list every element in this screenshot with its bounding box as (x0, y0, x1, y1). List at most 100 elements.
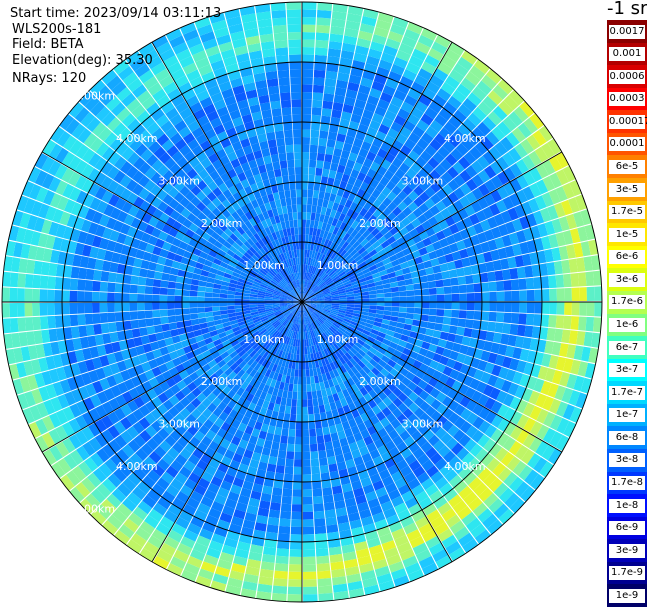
range-gate-cell (268, 509, 281, 519)
range-gate-cell (108, 272, 117, 283)
range-gate-cell (288, 345, 293, 354)
range-gate-cell (291, 315, 296, 323)
range-gate-cell (300, 331, 302, 340)
range-gate-cell (432, 240, 442, 251)
range-gate-cell (487, 111, 502, 126)
range-gate-cell (275, 555, 289, 565)
range-gate-cell (379, 253, 389, 261)
range-gate-cell (182, 503, 197, 516)
range-gate-cell (282, 488, 293, 497)
range-gate-cell (176, 491, 190, 504)
range-gate-cell (302, 227, 306, 235)
range-gate-cell (486, 68, 502, 84)
range-gate-cell (340, 149, 351, 160)
range-gate-cell (383, 350, 393, 359)
range-gate-cell (541, 192, 554, 208)
range-gate-cell (333, 590, 349, 601)
range-gate-cell (558, 216, 570, 232)
range-gate-cell (360, 332, 369, 340)
range-gate-cell (315, 351, 321, 360)
range-gate-cell (369, 305, 377, 310)
range-gate-cell (321, 168, 330, 178)
range-gate-cell (269, 146, 278, 156)
range-gate-cell (333, 264, 341, 272)
range-gate-cell (316, 228, 322, 237)
range-gate-cell (564, 302, 572, 316)
range-gate-cell (116, 448, 130, 463)
range-gate-cell (291, 197, 297, 206)
range-gate-cell (302, 287, 305, 295)
range-gate-cell (353, 232, 362, 241)
range-gate-cell (399, 302, 407, 308)
range-label: 5.00km (74, 90, 116, 103)
range-gate-cell (298, 324, 301, 332)
range-gate-cell (397, 317, 406, 324)
range-gate-cell (316, 306, 324, 310)
range-gate-cell (347, 580, 363, 591)
range-gate-cell (314, 175, 322, 184)
range-gate-cell (306, 316, 311, 324)
range-gate-cell (166, 484, 180, 497)
range-gate-cell (159, 302, 168, 310)
range-gate-cell (313, 77, 325, 86)
range-gate-cell (306, 376, 311, 385)
range-gate-cell (326, 279, 334, 286)
range-gate-cell (408, 391, 419, 402)
range-gate-cell (205, 287, 214, 293)
colorbar-label: 3e-7 (609, 363, 645, 378)
range-gate-cell (375, 182, 386, 193)
range-gate-cell (502, 323, 511, 335)
range-gate-cell (350, 168, 360, 179)
range-gate-cell (292, 496, 302, 505)
range-gate-cell (358, 445, 370, 456)
range-gate-cell (369, 302, 377, 306)
range-gate-cell (423, 334, 433, 344)
range-gate-cell (274, 472, 284, 482)
range-gate-cell (430, 193, 442, 205)
range-gate-cell (214, 417, 225, 428)
range-gate-cell (473, 348, 484, 360)
range-gate-cell (161, 323, 170, 332)
range-gate-cell (298, 309, 301, 317)
range-gate-cell (214, 368, 224, 378)
range-gate-cell (470, 200, 483, 213)
colorbar-label: 3e-5 (609, 182, 645, 197)
range-gate-cell (383, 287, 392, 294)
range-gate-cell (405, 312, 414, 320)
range-gate-cell (434, 132, 447, 146)
range-gate-cell (378, 469, 391, 480)
range-gate-cell (351, 220, 360, 229)
range-gate-cell (266, 78, 279, 88)
range-gate-cell (478, 420, 491, 434)
range-gate-cell (452, 500, 468, 514)
range-gate-cell (102, 520, 118, 536)
range-gate-cell (395, 221, 405, 232)
range-gate-cell (494, 270, 504, 281)
range-gate-cell (436, 287, 445, 295)
range-gate-cell (415, 156, 427, 168)
range-label: 3.00km (402, 174, 444, 187)
range-gate-cell (274, 356, 281, 366)
range-gate-cell (522, 402, 535, 417)
range-gate-cell (196, 441, 209, 453)
range-gate-cell (422, 529, 437, 543)
range-gate-cell (503, 167, 516, 182)
range-gate-cell (305, 279, 308, 288)
range-gate-cell (435, 391, 447, 403)
range-gate-cell (493, 503, 509, 519)
range-gate-cell (400, 261, 409, 270)
range-gate-cell (427, 216, 439, 227)
range-gate-cell (377, 235, 387, 245)
range-gate-cell (391, 291, 400, 297)
range-gate-cell (159, 295, 168, 302)
range-gate-cell (586, 286, 595, 301)
range-gate-cell (302, 107, 312, 115)
colorbar-swatch: 3e-5 (607, 178, 647, 202)
range-gate-cell (387, 402, 398, 413)
range-gate-cell (332, 583, 348, 593)
range-gate-cell (471, 390, 483, 403)
range-gate-cell (386, 554, 402, 566)
range-gate-cell (330, 432, 339, 442)
range-gate-cell (290, 306, 297, 313)
range-gate-cell (32, 274, 41, 289)
